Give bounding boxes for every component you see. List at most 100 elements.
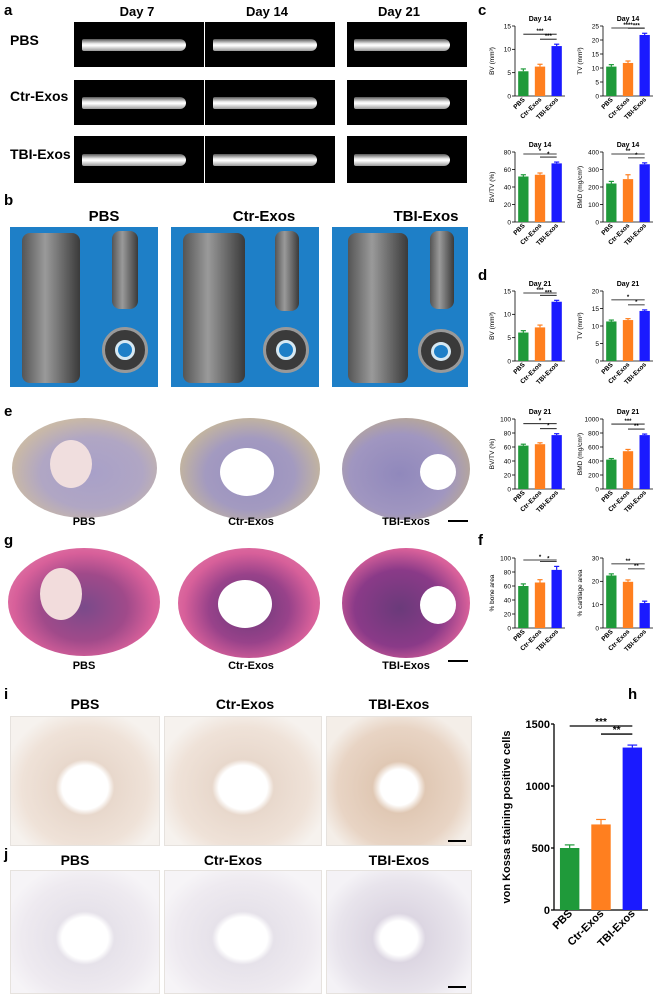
chart-f-bone-area: % bone area 0 20 40 60 80 100 PBS Ctr-Exos TBI-Ex… [487, 544, 569, 669]
y-tick-label: 100 [500, 555, 511, 562]
significance-label: *** [536, 29, 544, 35]
significance-label: * [635, 300, 638, 306]
histology-section-tbi [342, 548, 470, 658]
y-tick-label: 0 [595, 93, 599, 100]
y-tick-label: 40 [504, 458, 512, 465]
panel-letter-i: i [4, 686, 9, 703]
chart-c-tv-day14: Day 14 TV (mm³) 0 5 10 15 20 25 PBS Ctr-Exos TBI-E… [575, 12, 657, 137]
panel-letter-a: a [4, 2, 13, 19]
y-tick-label: 80 [504, 149, 512, 156]
y-tick-label: 5 [507, 335, 511, 342]
bar [518, 445, 529, 489]
significance-label: *** [624, 419, 632, 425]
significance-label: *** [595, 717, 607, 728]
y-axis-label: TV (mm³) [577, 47, 584, 74]
ihc-image-pbs [10, 716, 160, 846]
y-tick-label: 40 [504, 597, 512, 604]
bar [639, 603, 650, 628]
y-tick-label: 10 [504, 312, 512, 319]
y-tick-label: 80 [504, 430, 512, 437]
significance-label: * [547, 556, 550, 562]
y-tick-label: 1500 [526, 719, 550, 731]
bar [551, 163, 562, 222]
y-tick-label: 60 [504, 583, 512, 590]
section-g-label-tbi: TBI-Exos [382, 660, 430, 672]
chart-d-bvtv-day21: Day 21 BV/TV (%) 0 20 40 60 80 100 PBS Ctr-Exos TB… [487, 405, 569, 530]
y-tick-label: 0 [507, 486, 511, 493]
xray-image [205, 136, 335, 183]
y-tick-label: 15 [504, 288, 512, 295]
chart-title: Day 21 [617, 281, 640, 288]
y-axis-label: % bone area [489, 574, 496, 611]
y-tick-label: 20 [504, 202, 512, 209]
y-axis-label: TV (mm³) [577, 312, 584, 339]
xray-image [347, 136, 467, 183]
y-tick-label: 30 [592, 555, 600, 562]
ihc-i-label-ctr: Ctr-Exos [215, 696, 275, 712]
bar [606, 459, 617, 489]
y-tick-label: 80 [504, 569, 512, 576]
bar [551, 46, 562, 96]
y-tick-label: 500 [532, 843, 550, 855]
xray-image [205, 80, 335, 125]
y-axis-label: BV (mm³) [489, 312, 496, 340]
panel-letter-g: g [4, 532, 14, 549]
chart-title: Day 21 [617, 409, 640, 416]
significance-label: *** [545, 34, 553, 40]
xray-row-label-tbi: TBI-Exos [10, 146, 71, 162]
y-axis-label: BV (mm³) [489, 47, 496, 75]
bar [622, 320, 634, 361]
panel-letter-b: b [4, 192, 14, 209]
y-tick-label: 600 [588, 444, 599, 451]
y-tick-label: 800 [588, 430, 599, 437]
bar [622, 179, 634, 222]
ct-render-tbi [332, 227, 468, 387]
histology-section-pbs [12, 418, 157, 518]
section-e-label-ctr: Ctr-Exos [228, 516, 274, 528]
section-e-label-tbi: TBI-Exos [382, 516, 430, 528]
significance-label: ** [634, 564, 639, 570]
bar [559, 848, 580, 910]
y-tick-label: 60 [504, 444, 512, 451]
y-tick-label: 0 [595, 219, 599, 226]
significance-label: * [539, 149, 542, 155]
y-tick-label: 15 [592, 306, 600, 313]
y-tick-label: 15 [592, 51, 600, 58]
ct-title-ctr: Ctr-Exos [232, 208, 296, 225]
bar [518, 176, 529, 222]
chart-d-bv-day21: Day 21 BV (mm³) 0 5 10 15 PBS Ctr-Exos TBI-Exos *… [487, 277, 569, 402]
bar [534, 174, 546, 222]
xray-row-label-pbs: PBS [10, 32, 39, 48]
y-tick-label: 300 [588, 167, 599, 174]
xray-image [74, 80, 204, 125]
chart-c-bvtv-day14: Day 14 BV/TV (%) 0 20 40 60 80 PBS Ctr-Exos TBI-E… [487, 138, 569, 263]
bar [639, 310, 650, 361]
y-tick-label: 1000 [585, 416, 600, 423]
bar [622, 581, 634, 628]
f1-svg: % bone area020406080100PBSCtr-ExosTBI-Ex… [489, 555, 565, 653]
bar [622, 747, 643, 910]
xray-row-label-ctr: Ctr-Exos [10, 88, 69, 104]
significance-label: * [539, 555, 542, 561]
y-tick-label: 0 [595, 625, 599, 632]
chart-f-cartilage-area: % cartilage area 0 10 20 30 PBS Ctr-Exos TBI-Ex… [575, 544, 657, 669]
chart-title: Day 14 [617, 142, 640, 149]
y-tick-label: 0 [507, 93, 511, 100]
y-tick-label: 1000 [526, 781, 550, 793]
panel-letter-c: c [478, 2, 487, 19]
xray-image [347, 22, 467, 67]
bar [622, 451, 634, 489]
chart-title: Day 14 [617, 16, 640, 23]
bar [551, 569, 562, 628]
y-tick-label: 20 [504, 472, 512, 479]
y-tick-label: 15 [504, 23, 512, 30]
histology-section-ctr [178, 548, 320, 658]
bar [606, 183, 617, 222]
significance-label: *** [633, 23, 641, 29]
y-tick-label: 0 [595, 358, 599, 365]
significance-label: ** [626, 149, 631, 155]
